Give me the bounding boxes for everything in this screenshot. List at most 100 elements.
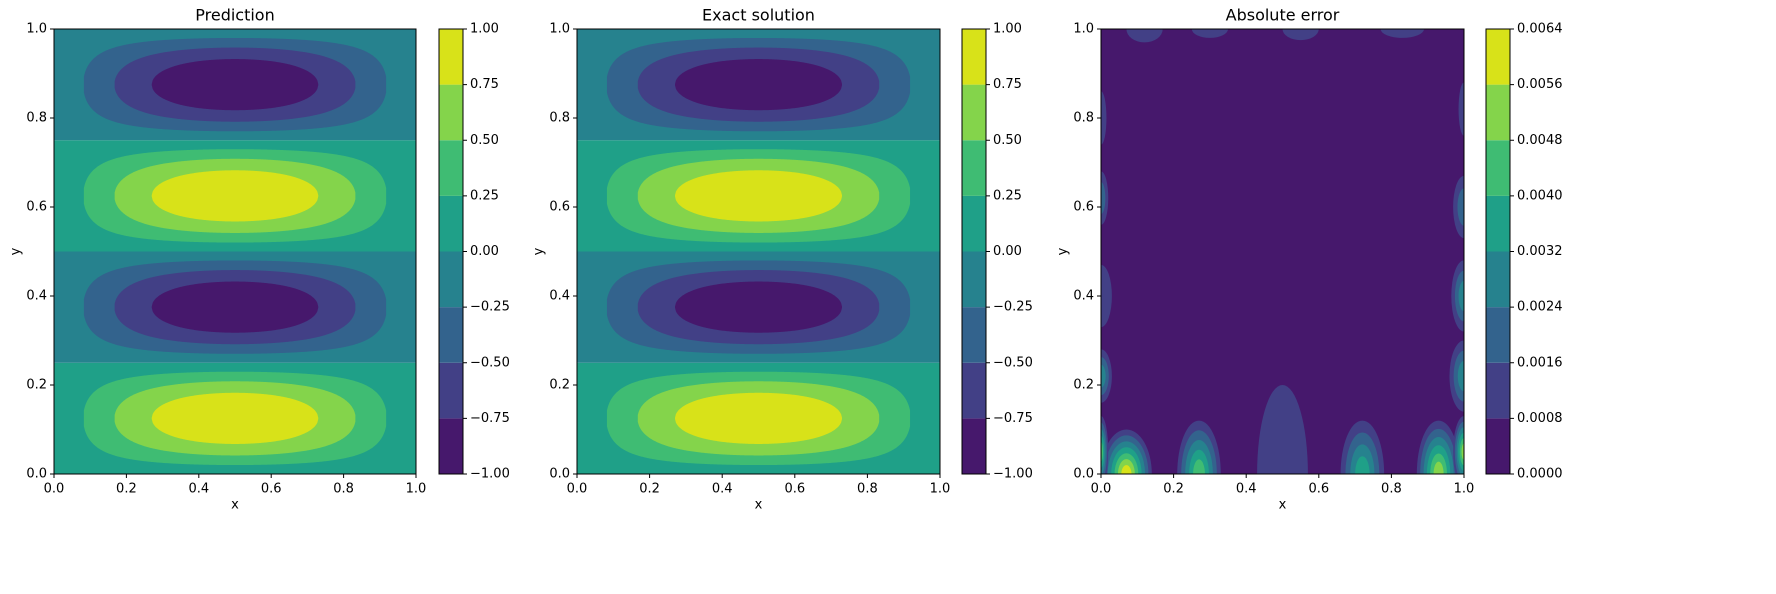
x-axis-label: x [231,498,239,513]
contour-region [675,170,842,222]
x-tick-label: 0.0 [44,482,65,497]
contour-region [1191,29,1229,38]
y-tick-label: 1.0 [1073,22,1094,37]
colorbar-tick-label: 0.50 [470,133,499,148]
colorbar-tick-label: −1.00 [470,467,510,482]
contour-region [675,392,842,444]
axes-frame [1100,28,1465,475]
axes-frame [53,28,417,475]
contour-region [1126,29,1163,43]
x-tick-label: 0.2 [639,482,660,497]
colorbar-band [1486,307,1510,363]
colorbar-band [1486,251,1510,308]
x-tick-label: 0.4 [712,482,733,497]
colorbar-band [439,84,463,141]
x-axis-label: x [755,498,763,513]
colorbar-band [1486,418,1510,474]
y-tick-label: 0.0 [1073,467,1094,482]
y-axis-label: y [1056,247,1071,255]
colorbar-band [962,84,986,141]
x-tick-label: 0.2 [1163,482,1184,497]
plot-area [577,29,940,474]
colorbar-band [1486,84,1510,141]
chart-title: Exact solution [702,6,815,25]
colorbar-band [1486,362,1510,419]
x-tick-label: 0.8 [1381,482,1402,497]
y-tick-label: 0.6 [549,200,570,215]
contour-region [675,281,842,333]
contour-region [1101,182,1106,215]
colorbar-tick-label: 0.25 [993,188,1022,203]
x-tick-label: 0.4 [188,482,209,497]
colorbar-tick-label: 0.00 [470,244,499,259]
colorbar-band [962,29,986,85]
y-tick-label: 0.2 [549,378,570,393]
y-tick-label: 0.0 [549,467,570,482]
colorbar-tick-label: 0.00 [993,244,1022,259]
colorbar-tick-label: 0.25 [470,188,499,203]
x-tick-label: 0.8 [857,482,878,497]
colorbar-band [439,251,463,308]
colorbar-tick-label: −0.50 [993,355,1033,370]
colorbar-band [1486,195,1510,252]
colorbar-band [439,195,463,252]
colorbar-tick-label: 0.50 [993,133,1022,148]
plot-area [1101,29,1464,474]
contour-region [1380,29,1425,38]
y-tick-label: 0.4 [549,289,570,304]
y-tick-label: 1.0 [26,22,47,37]
colorbar-tick-label: −0.75 [993,411,1033,426]
colorbar-tick-label: −0.25 [993,300,1033,315]
contour-region [1101,264,1112,328]
colorbar-band [439,307,463,363]
contour-region [1193,459,1205,474]
contour-region [1282,29,1319,41]
colorbar-tick-label: 0.0048 [1517,133,1563,148]
colorbar-band [439,29,463,85]
contour-region [1458,280,1464,312]
plot-area [54,29,416,474]
contour-region [151,392,319,444]
colorbar-tick-label: 0.0032 [1517,244,1563,259]
contour-region [1121,465,1132,474]
colorbar-tick-label: 0.0040 [1517,188,1563,203]
x-tick-label: 0.8 [333,482,354,497]
x-tick-label: 1.0 [406,482,427,497]
contour-region [675,59,842,111]
colorbar-tick-label: 0.0024 [1517,300,1563,315]
y-tick-label: 0.6 [1073,200,1094,215]
contour-region [1457,360,1464,392]
x-tick-label: 0.6 [784,482,805,497]
x-tick-label: 0.0 [1091,482,1112,497]
contour-region [151,281,319,333]
colorbar-tick-label: −0.50 [470,355,510,370]
chart-title: Absolute error [1226,6,1340,25]
y-tick-label: 0.4 [1073,289,1094,304]
y-tick-label: 0.4 [26,289,47,304]
contour-region [151,59,319,111]
colorbar-band [439,140,463,196]
contour-region [1257,385,1308,474]
x-tick-label: 1.0 [1454,482,1475,497]
y-tick-label: 0.6 [26,200,47,215]
colorbar-tick-label: 0.0064 [1517,22,1563,37]
colorbar-band [1486,140,1510,196]
colorbar-band [439,362,463,419]
colorbar-tick-label: 1.00 [470,22,499,37]
colorbar-tick-label: 0.0056 [1517,77,1563,92]
axes-frame [576,28,941,475]
colorbar-band [962,195,986,252]
y-tick-label: 0.2 [1073,378,1094,393]
chart-title: Prediction [195,6,274,25]
x-tick-label: 1.0 [930,482,951,497]
colorbar-band [962,307,986,363]
contour-region [151,170,319,222]
x-tick-label: 0.4 [1236,482,1257,497]
x-tick-label: 0.2 [116,482,137,497]
colorbar-band [962,140,986,196]
colorbar-band [439,418,463,474]
contour-region [1457,188,1464,226]
colorbar-tick-label: 0.0016 [1517,355,1563,370]
